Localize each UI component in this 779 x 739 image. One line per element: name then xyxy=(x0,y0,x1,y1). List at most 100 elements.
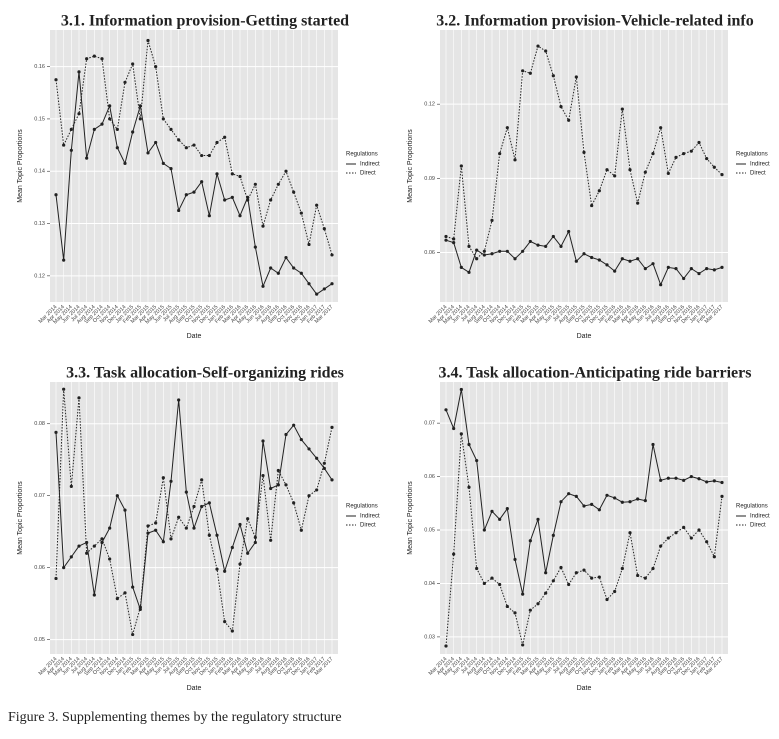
data-point xyxy=(269,538,273,542)
data-point xyxy=(659,283,663,287)
data-point xyxy=(108,557,112,561)
data-point xyxy=(100,537,104,541)
data-point xyxy=(666,171,670,176)
data-point xyxy=(544,571,548,575)
data-point xyxy=(574,259,578,263)
data-point xyxy=(544,49,548,53)
data-point xyxy=(307,494,311,498)
data-point xyxy=(605,168,609,172)
data-point xyxy=(682,152,686,156)
data-point xyxy=(169,127,173,131)
data-point xyxy=(77,70,81,74)
data-point xyxy=(659,126,663,130)
data-point xyxy=(467,442,471,447)
legend-title: Regulations xyxy=(346,152,378,158)
data-point xyxy=(77,112,81,116)
data-point xyxy=(582,568,586,572)
data-point xyxy=(505,249,509,253)
data-point xyxy=(613,589,617,594)
data-point xyxy=(613,269,617,273)
data-point xyxy=(238,562,242,566)
data-point xyxy=(284,432,288,437)
data-point xyxy=(330,253,334,257)
data-point xyxy=(620,107,624,111)
data-point xyxy=(689,536,693,540)
data-point xyxy=(215,533,219,537)
data-point xyxy=(574,571,578,575)
data-point xyxy=(54,576,58,581)
data-point xyxy=(498,582,502,587)
data-point xyxy=(123,80,127,84)
data-point xyxy=(490,218,494,222)
legend-label: Indirect xyxy=(750,162,770,168)
data-point xyxy=(459,432,463,436)
data-point xyxy=(230,629,234,633)
data-point xyxy=(459,265,463,269)
chart-title: 3.1. Information provision-Getting start… xyxy=(61,13,349,30)
data-point xyxy=(215,172,219,176)
data-point xyxy=(69,148,73,152)
data-point xyxy=(551,74,555,78)
data-point xyxy=(536,44,540,48)
data-point xyxy=(315,488,319,492)
data-point xyxy=(674,476,678,480)
y-axis-label: Mean Topic Proportions xyxy=(407,129,414,203)
data-point xyxy=(582,150,586,154)
data-point xyxy=(192,526,196,530)
data-point xyxy=(697,271,701,276)
data-point xyxy=(720,480,724,485)
data-point xyxy=(223,620,227,624)
data-point xyxy=(659,544,663,548)
data-point xyxy=(475,248,479,252)
data-point xyxy=(528,239,532,244)
data-point xyxy=(223,135,227,139)
data-point xyxy=(230,195,234,199)
data-point xyxy=(115,127,119,131)
data-point xyxy=(200,504,204,509)
data-point xyxy=(215,567,219,571)
data-point xyxy=(246,517,250,521)
data-point xyxy=(69,127,73,131)
y-axis-label: Mean Topic Proportions xyxy=(17,129,24,203)
data-point xyxy=(689,149,693,153)
data-point xyxy=(85,156,89,160)
data-point xyxy=(299,528,303,532)
legend-title: Regulations xyxy=(346,504,378,510)
data-point xyxy=(659,478,663,482)
data-point xyxy=(528,71,532,75)
data-point xyxy=(261,473,265,478)
data-point xyxy=(146,151,150,155)
data-point xyxy=(597,575,601,579)
data-point xyxy=(666,265,670,269)
data-point xyxy=(651,262,655,266)
data-point xyxy=(551,579,555,583)
data-point xyxy=(77,396,81,400)
data-point xyxy=(131,585,135,589)
data-point xyxy=(628,531,632,535)
data-point xyxy=(712,555,716,559)
data-point xyxy=(253,535,257,540)
data-point xyxy=(643,170,647,174)
data-point xyxy=(54,430,58,434)
data-point xyxy=(292,423,296,427)
data-point xyxy=(92,544,96,548)
data-point xyxy=(567,582,571,587)
data-point xyxy=(230,545,234,550)
data-point xyxy=(207,533,211,537)
data-point xyxy=(559,105,563,109)
data-point xyxy=(605,263,609,267)
legend-label: Indirect xyxy=(360,514,380,520)
y-tick-label: 0.06 xyxy=(424,474,435,480)
data-point xyxy=(284,255,288,260)
data-point xyxy=(307,242,311,247)
data-point xyxy=(123,161,127,165)
data-point xyxy=(505,126,509,130)
y-tick-label: 0.12 xyxy=(34,273,45,279)
data-point xyxy=(574,75,578,79)
data-point xyxy=(689,267,693,271)
data-point xyxy=(177,138,181,142)
data-point xyxy=(705,540,709,544)
data-point xyxy=(559,565,563,570)
y-tick-label: 0.05 xyxy=(34,637,45,643)
data-point xyxy=(154,65,158,69)
